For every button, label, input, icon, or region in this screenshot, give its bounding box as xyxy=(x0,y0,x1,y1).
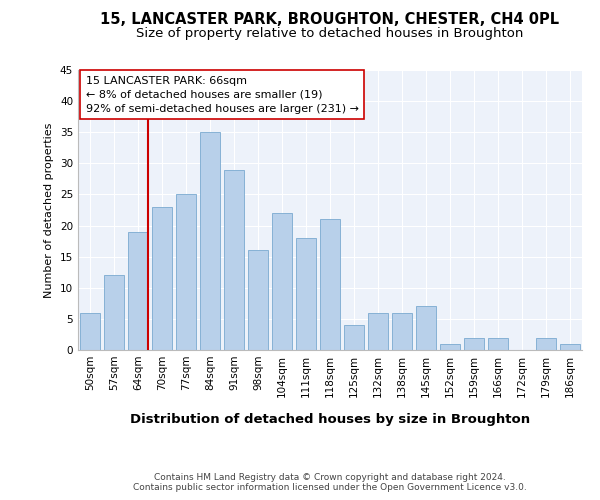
Text: 15, LANCASTER PARK, BROUGHTON, CHESTER, CH4 0PL: 15, LANCASTER PARK, BROUGHTON, CHESTER, … xyxy=(100,12,560,28)
Bar xyxy=(368,312,388,350)
Text: Size of property relative to detached houses in Broughton: Size of property relative to detached ho… xyxy=(136,28,524,40)
Bar xyxy=(464,338,484,350)
Bar xyxy=(416,306,436,350)
Text: Distribution of detached houses by size in Broughton: Distribution of detached houses by size … xyxy=(130,412,530,426)
Bar xyxy=(296,238,316,350)
Bar xyxy=(176,194,196,350)
Bar xyxy=(272,213,292,350)
Text: Contains HM Land Registry data © Crown copyright and database right 2024.
Contai: Contains HM Land Registry data © Crown c… xyxy=(133,472,527,492)
Bar xyxy=(200,132,220,350)
Y-axis label: Number of detached properties: Number of detached properties xyxy=(44,122,55,298)
Bar xyxy=(560,344,580,350)
Bar xyxy=(128,232,148,350)
Bar xyxy=(392,312,412,350)
Bar xyxy=(536,338,556,350)
Bar xyxy=(344,325,364,350)
Bar xyxy=(320,220,340,350)
Bar xyxy=(488,338,508,350)
Bar xyxy=(80,312,100,350)
Text: 15 LANCASTER PARK: 66sqm
← 8% of detached houses are smaller (19)
92% of semi-de: 15 LANCASTER PARK: 66sqm ← 8% of detache… xyxy=(86,76,359,114)
Bar xyxy=(440,344,460,350)
Bar xyxy=(248,250,268,350)
Bar xyxy=(224,170,244,350)
Bar xyxy=(152,207,172,350)
Bar xyxy=(104,276,124,350)
